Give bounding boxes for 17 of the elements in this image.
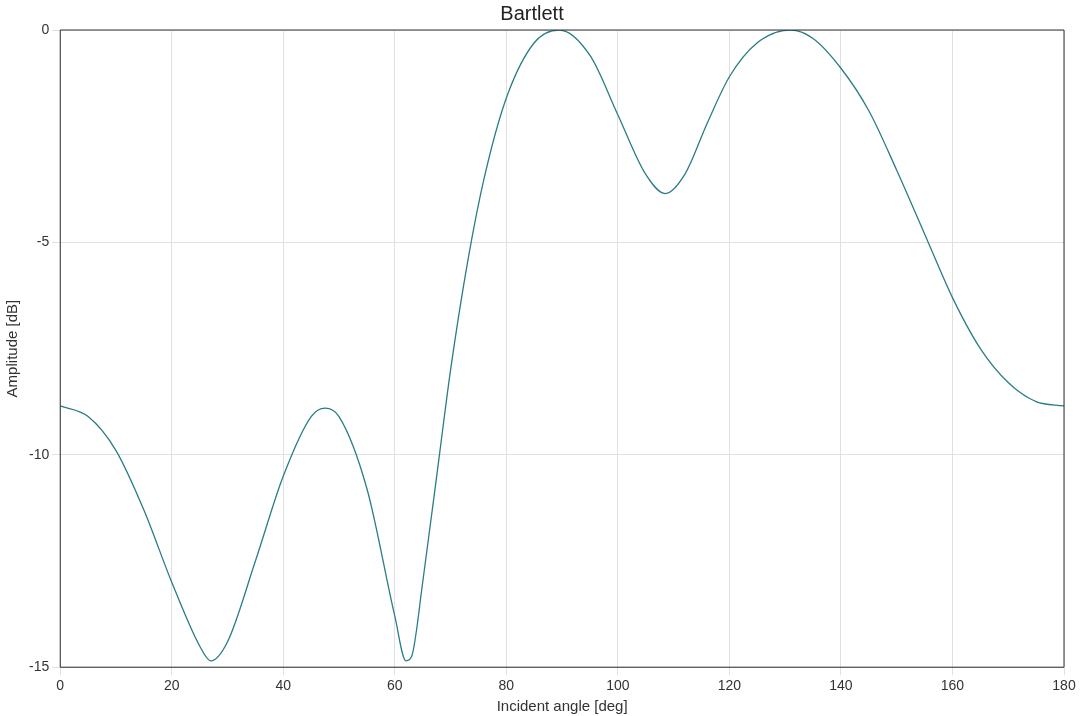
x-tick-label: 180	[1052, 677, 1076, 694]
x-tick-label: 100	[606, 677, 630, 694]
y-tick-label: -15	[29, 658, 50, 675]
x-tick-label: 120	[717, 677, 742, 694]
x-tick-label: 20	[163, 677, 180, 694]
x-tick-label: 60	[387, 677, 403, 694]
y-axis-title: Amplitude [dB]	[3, 299, 21, 398]
y-tick-label: -10	[29, 445, 50, 462]
y-tick-label: -5	[36, 233, 50, 250]
chart-title: Bartlett	[500, 1, 565, 24]
x-tick-label: 0	[56, 677, 65, 694]
x-tick-label: 160	[940, 677, 965, 694]
x-axis-title: Incident angle [deg]	[496, 697, 628, 715]
x-tick-label: 80	[498, 677, 515, 694]
x-tick-label: 40	[275, 677, 292, 694]
y-tick-label: 0	[41, 20, 50, 37]
x-tick-label: 140	[829, 677, 853, 694]
